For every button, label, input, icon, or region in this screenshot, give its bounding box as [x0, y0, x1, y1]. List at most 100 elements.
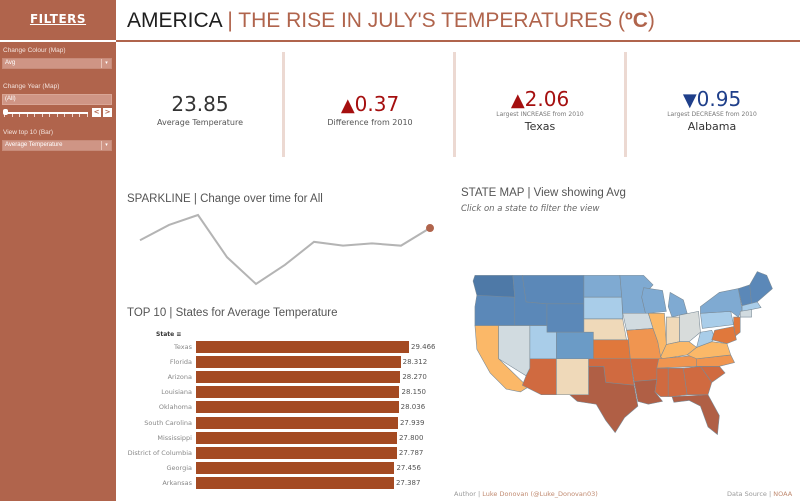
bar-category-label: Louisiana — [161, 388, 192, 397]
state-michigan[interactable] — [667, 291, 688, 318]
year-prev-button[interactable]: < — [92, 108, 101, 117]
author-credit: Author | Luke Donovan (@Luke_Donovan03) — [454, 490, 598, 498]
kpi-divider — [624, 52, 627, 157]
chevron-down-icon[interactable]: ▾ — [101, 59, 111, 68]
sort-descending-icon[interactable]: ≡ — [176, 331, 182, 338]
state-wisconsin[interactable] — [641, 287, 667, 314]
data-source-credit: Data Source | NOAA — [727, 490, 792, 498]
sparkline-line[interactable] — [139, 213, 431, 286]
state-montana[interactable] — [521, 275, 585, 305]
header-divider — [116, 40, 800, 42]
state-connecticut[interactable] — [739, 309, 752, 318]
state-ohio[interactable] — [679, 311, 701, 342]
us-state-map[interactable] — [462, 264, 792, 444]
colour-dropdown[interactable]: Avg ▾ — [2, 58, 112, 69]
author-label: Author | — [454, 490, 483, 498]
year-slider-track[interactable] — [4, 112, 88, 114]
year-field-value: (All) — [5, 96, 16, 102]
bar[interactable] — [196, 476, 394, 489]
top10-dropdown-value: Average Temperature — [5, 142, 63, 148]
state-washington[interactable] — [472, 275, 516, 299]
bar-axis-header[interactable]: State ≡ — [156, 331, 181, 338]
kpi-state: Texas — [524, 120, 556, 133]
kpi-average-temperature: 23.85 Average Temperature — [126, 52, 274, 157]
bar-row[interactable]: Mississippi 27.800 — [0, 431, 440, 445]
kpi-label: Largest DECREASE from 2010 — [667, 111, 757, 118]
chevron-down-icon[interactable]: ▾ — [101, 141, 111, 150]
year-slider-ticks — [4, 114, 88, 117]
bar-value-label: 28.150 — [401, 388, 426, 397]
year-slider-handle[interactable] — [3, 109, 8, 115]
bar-category-label: South Carolina — [144, 418, 192, 427]
bar-row[interactable]: Louisiana 28.150 — [0, 386, 440, 399]
bar-category-label: District of Columbia — [127, 448, 192, 457]
state-maryland[interactable] — [711, 326, 737, 344]
bar-category-label: Oklahoma — [158, 403, 192, 412]
bar[interactable] — [196, 341, 409, 353]
state-maine[interactable] — [749, 271, 773, 305]
kpi-state: Alabama — [687, 120, 737, 133]
year-next-button[interactable]: > — [103, 108, 112, 117]
kpi-divider — [453, 52, 456, 157]
bar-category-label: Arkansas — [162, 478, 192, 487]
bar[interactable] — [196, 371, 401, 384]
state-arkansas[interactable] — [629, 358, 660, 382]
bar-row[interactable]: District of Columbia 27.787 — [0, 446, 440, 460]
state-indiana[interactable] — [666, 316, 680, 345]
axis-header-label: State — [156, 331, 175, 338]
state-georgia[interactable] — [683, 366, 713, 396]
bar[interactable] — [196, 401, 399, 414]
bar[interactable] — [196, 386, 400, 399]
state-south-dakota[interactable] — [583, 296, 624, 320]
bar-row[interactable]: Florida 28.312 — [0, 356, 440, 369]
state-pennsylvania[interactable] — [700, 311, 734, 329]
state-mississippi[interactable] — [654, 367, 669, 397]
bar[interactable] — [196, 356, 401, 369]
state-north-dakota[interactable] — [583, 275, 623, 298]
kpi-difference-2010: ▲0.37 Difference from 2010 — [290, 52, 450, 157]
sparkline-title: SPARKLINE | Change over time for All — [127, 193, 323, 205]
kpi-label: Average Temperature — [156, 118, 244, 127]
kpi-largest-decrease: ▼0.95 Largest DECREASE from 2010 Alabama — [632, 52, 792, 157]
page-title: AMERICA | THE RISE IN JULY'S TEMPERATURE… — [127, 9, 655, 33]
title-main: AMERICA — [127, 9, 222, 32]
sparkline-end-point[interactable] — [426, 224, 434, 233]
state-texas[interactable] — [568, 366, 639, 434]
bar-row[interactable]: Arizona 28.270 — [0, 371, 440, 384]
state-new-mexico[interactable] — [556, 358, 589, 396]
author-name[interactable]: Luke Donovan (@Luke_Donovan03) — [482, 490, 598, 498]
kpi-label: Difference from 2010 — [327, 118, 413, 127]
source-label: Data Source | — [727, 490, 774, 498]
bar-row[interactable]: Oklahoma 28.036 — [0, 401, 440, 414]
bar[interactable] — [196, 461, 395, 474]
title-subtitle: THE RISE IN JULY'S TEMPERATURES ( — [238, 9, 626, 32]
source-name[interactable]: NOAA — [773, 490, 793, 498]
state-wyoming[interactable] — [546, 303, 585, 333]
state-iowa[interactable] — [622, 312, 654, 331]
bar-row[interactable]: South Carolina 27.939 — [0, 416, 440, 430]
state-oregon[interactable] — [474, 294, 516, 326]
kpi-value: 0.37 — [354, 92, 400, 116]
top10-dropdown[interactable]: Average Temperature ▾ — [2, 140, 112, 151]
bar-row[interactable]: Texas 29.466 — [0, 341, 440, 354]
kpi-largest-increase: ▲2.06 Largest INCREASE from 2010 Texas — [460, 52, 620, 157]
kpi-label: Largest INCREASE from 2010 — [496, 111, 584, 118]
bar[interactable] — [196, 446, 397, 459]
bar-value-label: 27.456 — [396, 463, 421, 472]
state-alabama[interactable] — [667, 367, 688, 397]
bar-chart-title: TOP 10 | States for Average Temperature — [127, 307, 338, 319]
bar[interactable] — [196, 431, 397, 444]
bar[interactable] — [196, 416, 398, 429]
state-kansas[interactable] — [593, 339, 631, 360]
state-colorado[interactable] — [556, 331, 594, 360]
state-massachusetts[interactable] — [741, 301, 762, 312]
state-new-jersey[interactable] — [733, 316, 741, 337]
year-field[interactable]: (All) — [2, 94, 112, 105]
bar-category-label: Texas — [174, 343, 192, 351]
filters-sidebar: FILTERS Change Colour (Map) Avg ▾ Change… — [0, 0, 116, 501]
bar-row[interactable]: Georgia 27.456 — [0, 461, 440, 475]
filter-label-year: Change Year (Map) — [3, 83, 60, 90]
bar-row[interactable]: Arkansas 27.387 — [0, 476, 440, 490]
state-florida[interactable] — [671, 394, 720, 436]
kpi-value: 23.85 — [171, 92, 229, 116]
